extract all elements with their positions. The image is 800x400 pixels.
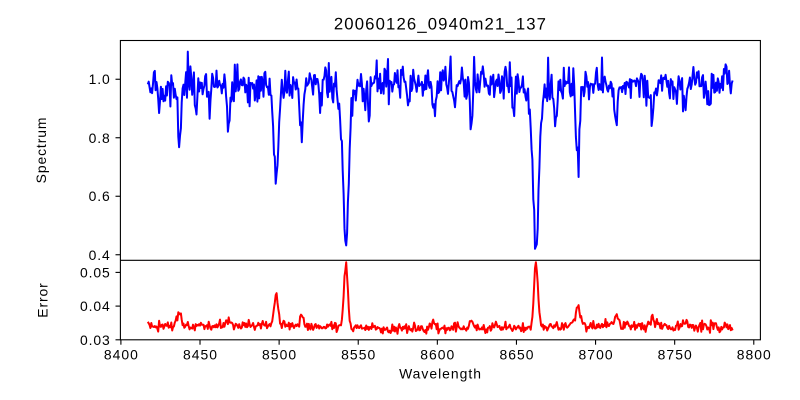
svg-text:0.03: 0.03	[80, 332, 111, 348]
svg-text:8700: 8700	[579, 347, 614, 363]
svg-text:8450: 8450	[183, 347, 218, 363]
svg-text:8800: 8800	[737, 347, 772, 363]
svg-text:8600: 8600	[420, 347, 455, 363]
svg-text:0.6: 0.6	[89, 188, 111, 204]
svg-text:8550: 8550	[341, 347, 376, 363]
svg-text:0.05: 0.05	[80, 264, 111, 280]
svg-text:0.4: 0.4	[89, 247, 111, 263]
svg-text:1.0: 1.0	[89, 71, 111, 87]
svg-text:Error: Error	[35, 282, 51, 317]
svg-text:8650: 8650	[499, 347, 534, 363]
svg-text:20060126_0940m21_137: 20060126_0940m21_137	[334, 14, 547, 33]
svg-text:Spectrum: Spectrum	[33, 117, 49, 184]
svg-text:8750: 8750	[658, 347, 693, 363]
svg-text:0.04: 0.04	[80, 298, 111, 314]
svg-text:8400: 8400	[104, 347, 139, 363]
svg-text:Wavelength: Wavelength	[399, 366, 482, 382]
svg-text:8500: 8500	[262, 347, 297, 363]
svg-text:0.8: 0.8	[89, 130, 111, 146]
